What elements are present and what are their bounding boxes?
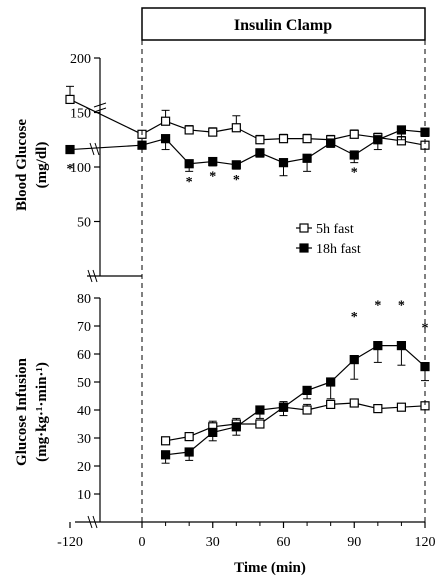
data-point-5h-fast — [231, 123, 241, 133]
data-point-18h-fast — [160, 134, 171, 144]
insulin-clamp-banner — [141, 7, 426, 41]
data-point-18h-fast — [396, 125, 407, 135]
top-y-tick-label: 100 — [70, 161, 91, 176]
data-point-18h-fast — [278, 402, 289, 412]
x-tick-label: 0 — [139, 535, 146, 550]
bottom-y-tick-label: 70 — [77, 320, 91, 335]
legend-5h-marker — [299, 223, 309, 233]
bottom-y-axis-title: Glucose Infusion — [14, 357, 30, 466]
data-point-18h-fast — [231, 422, 241, 432]
data-point-18h-fast — [302, 385, 312, 395]
series-line-18h-fast — [69, 144, 143, 151]
data-point-5h-fast — [326, 399, 336, 409]
bottom-y-tick-label: 60 — [77, 348, 91, 363]
data-point-5h-fast — [255, 419, 265, 429]
data-point-18h-fast — [373, 135, 383, 145]
data-point-18h-fast — [373, 341, 383, 351]
data-point-18h-fast — [208, 427, 218, 437]
data-point-5h-fast — [349, 398, 359, 408]
data-point-18h-fast — [184, 159, 194, 169]
data-point-18h-fast — [349, 355, 359, 365]
series-line-5h-fast — [69, 98, 143, 135]
data-point-5h-fast — [349, 129, 359, 139]
bottom-y-tick-label: 30 — [77, 432, 91, 447]
data-point-5h-fast — [302, 405, 312, 415]
legend-18h-marker — [299, 243, 309, 253]
data-point-5h-fast — [184, 432, 194, 442]
data-point-5h-fast — [373, 404, 383, 414]
data-point-18h-fast — [302, 153, 312, 163]
data-point-5h-fast — [208, 127, 218, 137]
legend-5h-label: 5h fast — [316, 222, 354, 237]
legend-18h-label: 18h fast — [316, 242, 361, 257]
bottom-axis-break-left — [87, 515, 93, 529]
significance-marker: * — [209, 170, 216, 185]
x-tick-label: -120 — [57, 535, 83, 550]
blood-glucose-panel: 50 100 150 200 * * * * * — [65, 52, 430, 283]
data-point-18h-fast — [326, 138, 336, 148]
data-point-5h-fast — [302, 134, 312, 144]
bottom-axis-break-right — [92, 515, 98, 529]
top-y-tick-label: 50 — [77, 216, 91, 231]
data-point-5h-fast — [396, 402, 407, 412]
data-point-5h-fast — [255, 135, 265, 145]
top-axis-break-right — [92, 269, 98, 283]
data-point-18h-fast — [255, 148, 265, 158]
bottom-y-tick-label: 10 — [77, 488, 91, 503]
data-point-5h-fast — [184, 125, 194, 135]
significance-marker: * — [351, 165, 358, 180]
data-point-18h-fast — [396, 341, 407, 351]
x-tick-label: 30 — [206, 535, 220, 550]
bottom-y-tick-label: 40 — [77, 404, 91, 419]
top-axis-break-left — [87, 269, 93, 283]
x-tick-label: 60 — [277, 535, 291, 550]
bottom-y-axis-units: (mg·kg·¹·min·¹) — [34, 362, 50, 462]
significance-marker: * — [67, 162, 74, 177]
top-series-break-1 — [89, 142, 95, 156]
top-y-axis-units: (mg/dl) — [34, 142, 50, 189]
top-yaxis-break-upper — [93, 102, 107, 108]
significance-marker: * — [374, 299, 381, 314]
data-point-18h-fast — [349, 150, 359, 160]
x-tick-label: 90 — [347, 535, 361, 550]
top-yaxis-break-lower — [93, 107, 107, 113]
bottom-y-tick-label: 50 — [77, 376, 91, 391]
data-point-5h-fast — [278, 134, 289, 144]
legend: 5h fast 18h fast — [296, 222, 361, 257]
data-point-18h-fast — [184, 447, 194, 457]
data-point-18h-fast — [255, 405, 265, 415]
x-tick-label: 120 — [415, 535, 436, 550]
top-y-tick-label: 150 — [70, 107, 91, 122]
data-point-18h-fast — [65, 144, 75, 155]
data-point-18h-fast — [231, 160, 241, 170]
data-point-18h-fast — [278, 158, 289, 168]
x-axis-title: Time (min) — [234, 560, 306, 576]
top-y-axis-title: Blood Glucose — [14, 119, 30, 211]
significance-marker: * — [398, 299, 405, 314]
data-point-5h-fast — [160, 116, 171, 126]
data-point-5h-fast — [160, 436, 171, 446]
bottom-y-tick-label: 80 — [77, 292, 91, 307]
data-point-18h-fast — [160, 450, 171, 460]
data-point-5h-fast — [65, 94, 75, 105]
data-point-18h-fast — [208, 156, 218, 167]
insulin-clamp-label: Insulin Clamp — [234, 17, 332, 34]
significance-marker: * — [186, 175, 193, 190]
top-series-break-2 — [94, 142, 100, 156]
significance-marker: * — [233, 173, 240, 188]
bottom-y-tick-label: 20 — [77, 460, 91, 475]
top-y-tick-label: 200 — [70, 52, 91, 67]
significance-marker: * — [351, 310, 358, 325]
data-point-18h-fast — [326, 377, 336, 387]
